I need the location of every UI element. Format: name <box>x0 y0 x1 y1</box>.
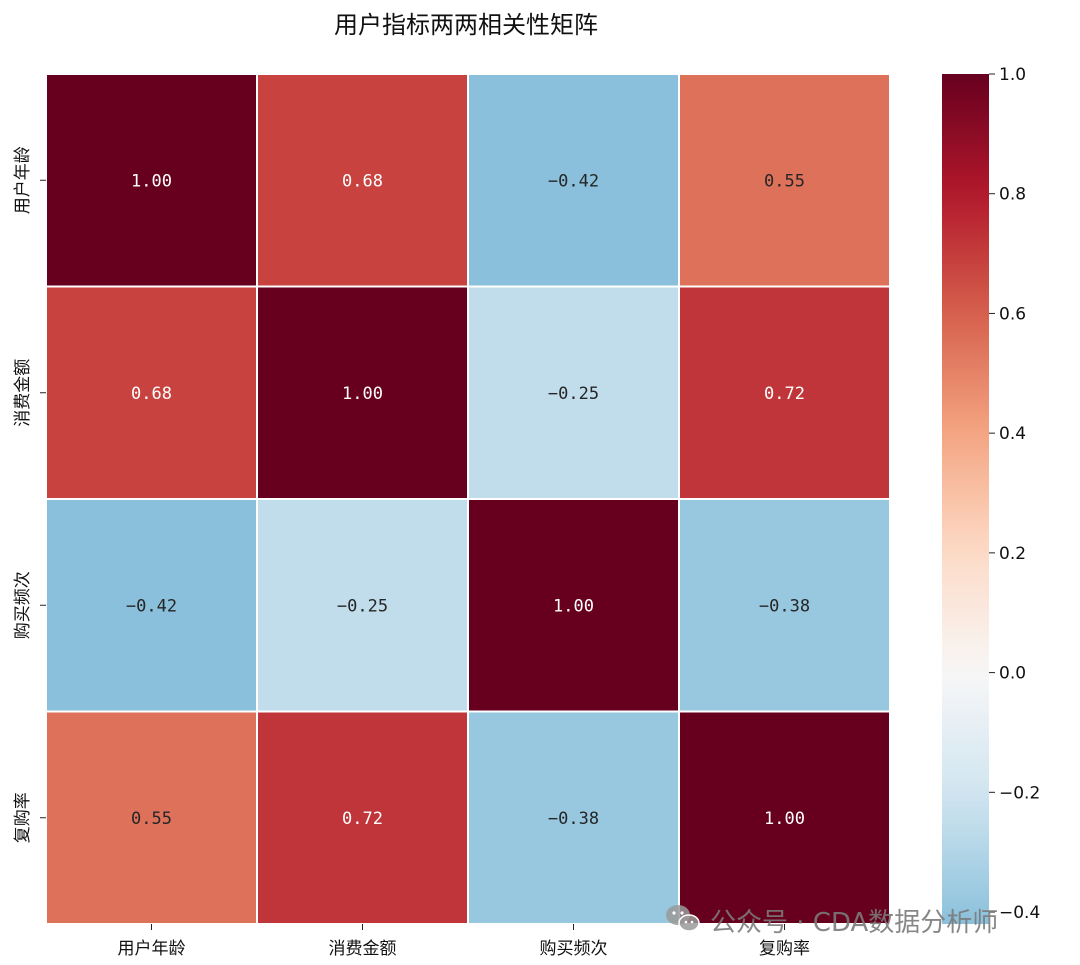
colorbar-tick-label: −0.2 <box>999 783 1040 803</box>
cell-value-label: −0.38 <box>759 596 810 616</box>
heatmap-cell <box>678 710 891 925</box>
heatmap-cell <box>678 498 891 713</box>
colorbar-tick-label: 0.4 <box>999 424 1026 444</box>
heatmap-cell <box>256 710 469 925</box>
heatmap-cell <box>678 73 891 288</box>
heatmap-cell <box>678 285 891 500</box>
x-tick-label: 消费金额 <box>329 939 397 959</box>
cell-value-label: 0.55 <box>131 809 172 829</box>
chart-title: 用户指标两两相关性矩阵 <box>334 11 598 39</box>
colorbar-tick-label: −0.4 <box>999 903 1040 923</box>
cell-value-label: 0.68 <box>131 384 172 404</box>
heatmap-cell <box>45 73 258 288</box>
cell-value-label: 1.00 <box>553 596 594 616</box>
colorbar-tick-label: 0.2 <box>999 544 1026 564</box>
colorbar: 1.0 0.8 0.6 0.4 0.2 0.0 −0.2 −0.4 <box>942 65 1040 924</box>
colorbar-tick-label: 0.0 <box>999 664 1026 684</box>
colorbar-gradient <box>942 74 989 924</box>
colorbar-tick-label: 1.0 <box>999 65 1026 85</box>
y-tick-label: 购买频次 <box>13 571 33 639</box>
x-tick-label: 购买频次 <box>540 939 608 959</box>
cell-value-label: 0.72 <box>342 809 383 829</box>
cell-value-label: −0.42 <box>126 596 177 616</box>
cell-value-label: −0.25 <box>548 384 599 404</box>
cell-value-label: 1.00 <box>342 384 383 404</box>
cell-value-label: 1.00 <box>131 171 172 191</box>
heatmap-cell <box>45 285 258 500</box>
heatmap-cell <box>45 710 258 925</box>
heatmap-cell <box>256 285 469 500</box>
cell-value-label: 0.68 <box>342 171 383 191</box>
cell-value-label: 1.00 <box>764 809 805 829</box>
heatmap-cells <box>45 73 891 925</box>
y-tick-label: 复购率 <box>13 792 33 843</box>
cell-value-label: −0.38 <box>548 809 599 829</box>
colorbar-tick-label: 0.8 <box>999 185 1026 205</box>
heatmap-cell-labels: 1.00 0.68 −0.42 0.55 0.68 1.00 −0.25 0.72 −0.42 −… <box>126 171 810 829</box>
y-tick-label: 用户年龄 <box>13 146 33 214</box>
y-tick-label: 消费金额 <box>13 359 33 427</box>
watermark: 公众号 · CDA数据分析师 <box>666 905 998 938</box>
heatmap-cell <box>256 498 469 713</box>
colorbar-tick-label: 0.6 <box>999 304 1026 324</box>
watermark-text: 公众号 · CDA数据分析师 <box>710 908 998 938</box>
cell-value-label: −0.25 <box>337 596 388 616</box>
heatmap-cell <box>467 73 680 288</box>
heatmap-cell <box>467 710 680 925</box>
x-tick-label: 用户年龄 <box>118 939 186 959</box>
cell-value-label: 0.72 <box>764 384 805 404</box>
wechat-icon <box>666 905 700 932</box>
x-axis: 用户年龄 消费金额 购买频次 复购率 <box>118 924 810 959</box>
heatmap-cell <box>256 73 469 288</box>
cell-value-label: −0.42 <box>548 171 599 191</box>
x-tick-label: 复购率 <box>759 939 810 959</box>
cell-value-label: 0.55 <box>764 171 805 191</box>
